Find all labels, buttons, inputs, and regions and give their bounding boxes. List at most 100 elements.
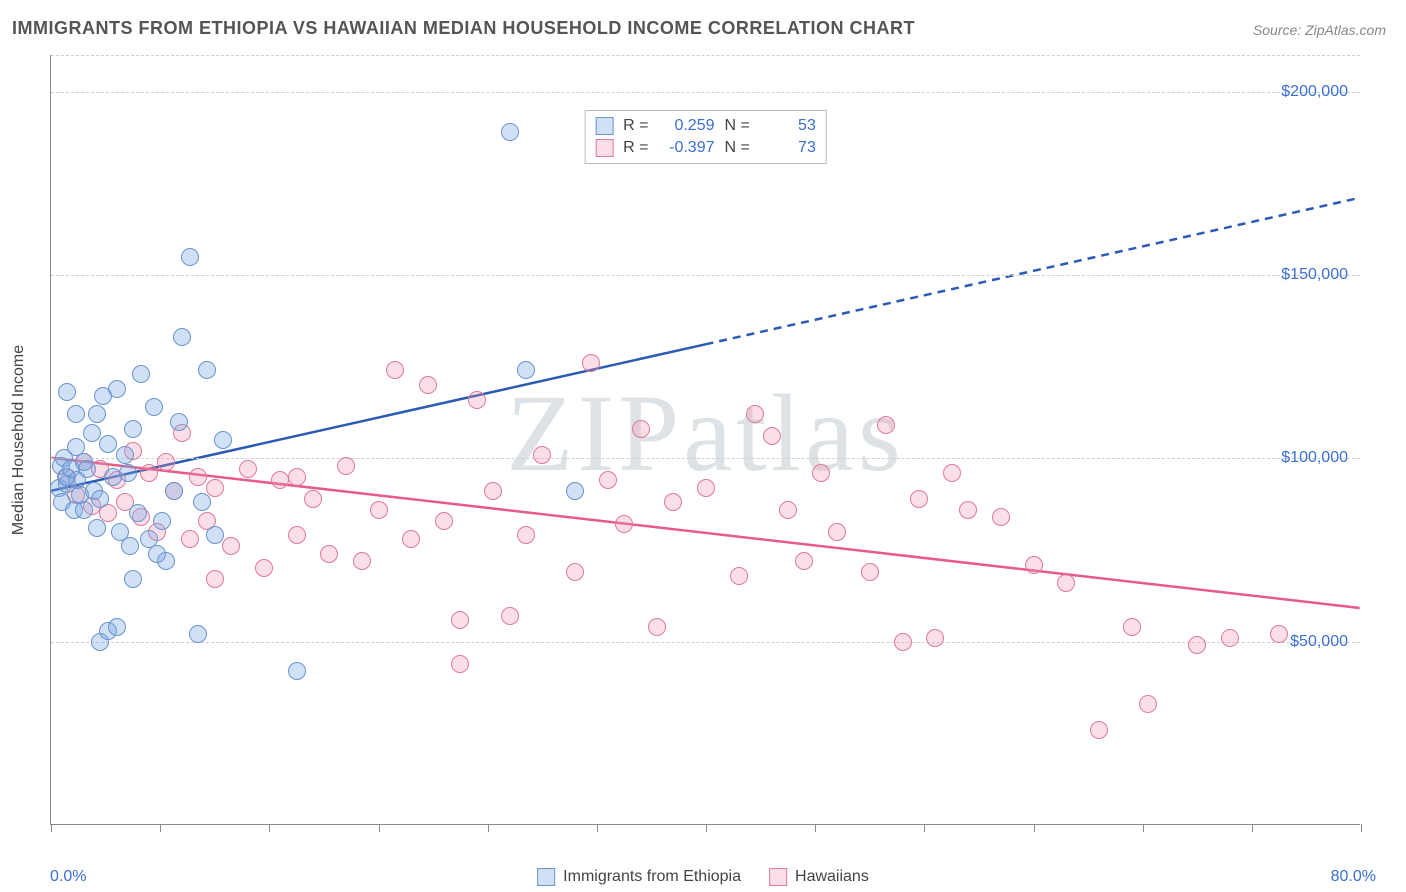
scatter-point-hawaiians [648, 618, 666, 636]
scatter-point-hawaiians [468, 391, 486, 409]
scatter-point-hawaiians [533, 446, 551, 464]
scatter-point-hawaiians [1188, 636, 1206, 654]
gridline [51, 275, 1360, 276]
gridline [51, 458, 1360, 459]
scatter-point-ethiopia [148, 545, 166, 563]
x-tick [924, 824, 925, 832]
scatter-point-ethiopia [145, 398, 163, 416]
scatter-point-ethiopia [193, 493, 211, 511]
scatter-point-hawaiians [1123, 618, 1141, 636]
scatter-point-hawaiians [664, 493, 682, 511]
scatter-point-ethiopia [288, 662, 306, 680]
scatter-point-ethiopia [517, 361, 535, 379]
scatter-point-hawaiians [877, 416, 895, 434]
scatter-point-hawaiians [337, 457, 355, 475]
scatter-point-ethiopia [214, 431, 232, 449]
scatter-point-hawaiians [288, 526, 306, 544]
x-tick [815, 824, 816, 832]
scatter-point-ethiopia [132, 365, 150, 383]
scatter-point-ethiopia [129, 504, 147, 522]
scatter-point-hawaiians [255, 559, 273, 577]
scatter-point-hawaiians [370, 501, 388, 519]
scatter-point-hawaiians [1090, 721, 1108, 739]
scatter-point-ethiopia [99, 435, 117, 453]
scatter-point-hawaiians [1025, 556, 1043, 574]
legend-swatch-hawaiians [769, 868, 787, 886]
n-label: N = [725, 139, 750, 157]
scatter-point-hawaiians [288, 468, 306, 486]
scatter-point-hawaiians [1139, 695, 1157, 713]
scatter-point-hawaiians [206, 479, 224, 497]
x-tick [1034, 824, 1035, 832]
legend-swatch-hawaiians [595, 139, 613, 157]
scatter-point-hawaiians [1270, 625, 1288, 643]
scatter-point-hawaiians [140, 464, 158, 482]
scatter-point-ethiopia [88, 519, 106, 537]
scatter-point-hawaiians [222, 537, 240, 555]
scatter-point-hawaiians [861, 563, 879, 581]
x-tick [269, 824, 270, 832]
watermark-text: ZIPatlas [506, 370, 905, 497]
r-value-hawaiians: -0.397 [659, 139, 715, 157]
scatter-point-ethiopia [116, 446, 134, 464]
scatter-point-hawaiians [239, 460, 257, 478]
x-tick [51, 824, 52, 832]
scatter-point-hawaiians [271, 471, 289, 489]
gridline [51, 92, 1360, 93]
scatter-point-hawaiians [189, 468, 207, 486]
scatter-point-ethiopia [124, 570, 142, 588]
scatter-point-hawaiians [992, 508, 1010, 526]
scatter-point-hawaiians [599, 471, 617, 489]
scatter-point-hawaiians [943, 464, 961, 482]
x-tick [597, 824, 598, 832]
scatter-point-ethiopia [88, 405, 106, 423]
legend-label-hawaiians: Hawaiians [795, 868, 869, 886]
scatter-point-ethiopia [181, 248, 199, 266]
correlation-legend: R = 0.259 N = 53 R = -0.397 N = 73 [584, 110, 827, 164]
scatter-point-hawaiians [582, 354, 600, 372]
y-tick-label: $100,000 [1281, 449, 1348, 467]
scatter-point-hawaiians [517, 526, 535, 544]
y-tick-label: $50,000 [1290, 633, 1348, 651]
scatter-point-hawaiians [451, 611, 469, 629]
gridline [51, 55, 1360, 56]
x-tick [488, 824, 489, 832]
trend-lines-svg [51, 55, 1360, 824]
scatter-point-hawaiians [402, 530, 420, 548]
scatter-point-ethiopia [75, 501, 93, 519]
scatter-point-hawaiians [632, 420, 650, 438]
y-axis-label: Median Household Income [10, 345, 28, 535]
scatter-point-ethiopia [91, 490, 109, 508]
scatter-point-hawaiians [959, 501, 977, 519]
n-label: N = [725, 117, 750, 135]
scatter-point-hawaiians [894, 633, 912, 651]
scatter-point-hawaiians [451, 655, 469, 673]
x-axis-min-label: 0.0% [50, 868, 86, 886]
x-tick [1143, 824, 1144, 832]
legend-item-hawaiians: Hawaiians [769, 868, 869, 886]
scatter-point-ethiopia [119, 464, 137, 482]
scatter-point-hawaiians [697, 479, 715, 497]
x-tick [1252, 824, 1253, 832]
r-value-ethiopia: 0.259 [659, 117, 715, 135]
scatter-point-ethiopia [170, 413, 188, 431]
x-tick [1361, 824, 1362, 832]
scatter-point-ethiopia [78, 460, 96, 478]
chart-container: IMMIGRANTS FROM ETHIOPIA VS HAWAIIAN MED… [0, 0, 1406, 892]
scatter-point-ethiopia [124, 420, 142, 438]
scatter-point-hawaiians [828, 523, 846, 541]
chart-title: IMMIGRANTS FROM ETHIOPIA VS HAWAIIAN MED… [12, 18, 915, 39]
scatter-point-ethiopia [566, 482, 584, 500]
legend-item-ethiopia: Immigrants from Ethiopia [537, 868, 741, 886]
scatter-point-hawaiians [501, 607, 519, 625]
scatter-point-ethiopia [121, 537, 139, 555]
scatter-point-hawaiians [419, 376, 437, 394]
scatter-point-hawaiians [795, 552, 813, 570]
x-tick [160, 824, 161, 832]
scatter-point-hawaiians [484, 482, 502, 500]
scatter-point-ethiopia [153, 512, 171, 530]
scatter-point-hawaiians [926, 629, 944, 647]
scatter-point-ethiopia [58, 383, 76, 401]
legend-row-hawaiians: R = -0.397 N = 73 [595, 137, 816, 159]
x-axis-max-label: 80.0% [1331, 868, 1376, 886]
